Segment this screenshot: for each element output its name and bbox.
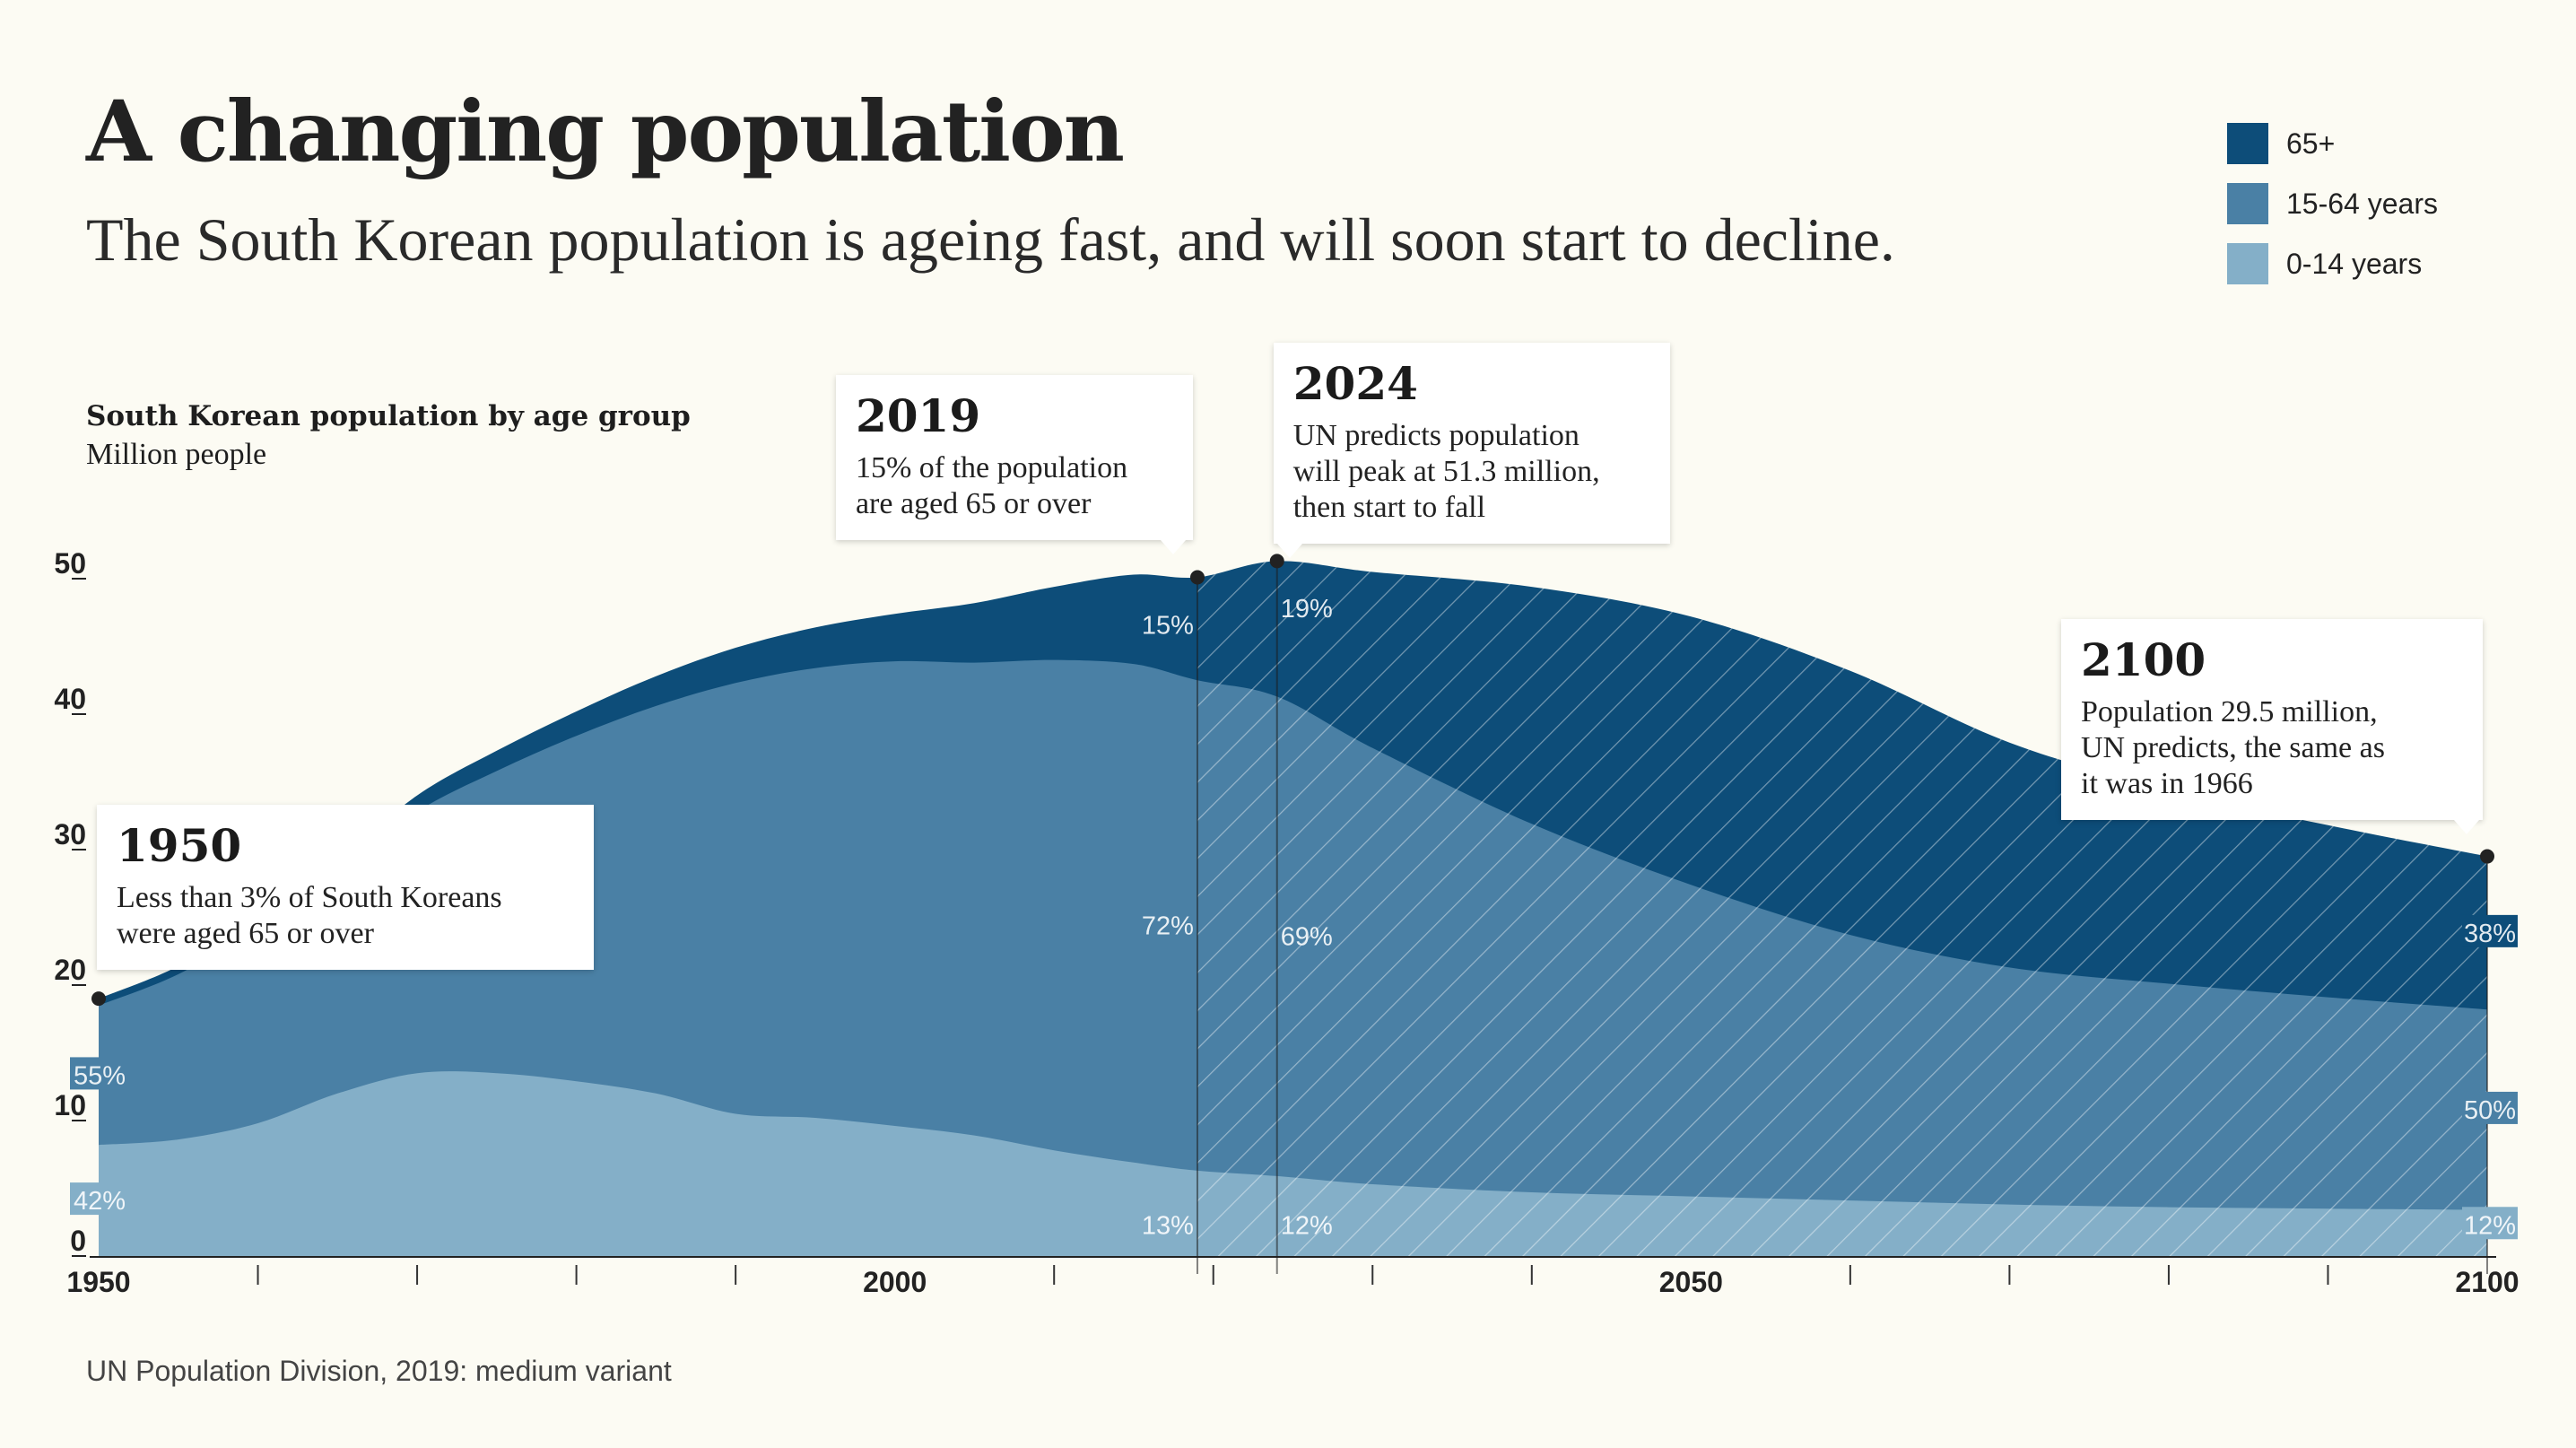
marker-dot-1950 [91, 991, 106, 1007]
share-label-bg-1950-15-64-years [70, 1057, 126, 1090]
x-tick-label-2050: 2050 [1659, 1266, 1723, 1298]
share-label-bg-2100-0-14-years [2462, 1207, 2518, 1240]
page-subtitle: The South Korean population is ageing fa… [86, 205, 1895, 274]
callout-1950: 1950 Less than 3% of South Koreans were … [97, 805, 594, 970]
callout-2019: 2019 15% of the population are aged 65 o… [835, 375, 1193, 554]
legend-item-0-14: 0-14 years [2227, 242, 2438, 285]
callout-2024-pointer [1276, 544, 1302, 558]
y-tick-label-50: 50 [54, 547, 86, 580]
y-tick-label-30: 30 [54, 818, 86, 850]
callout-2019-pointer [1160, 540, 1186, 554]
legend-swatch-0-14 [2227, 243, 2268, 284]
callout-2024-year: 2024 [1292, 357, 1418, 410]
share-label-2019-65-: 15% [1142, 611, 1194, 640]
legend: 65+ 15-64 years 0-14 years [2227, 122, 2438, 302]
marker-dot-2100 [2480, 849, 2494, 864]
y-tick-label-0: 0 [70, 1225, 86, 1257]
legend-label-65plus: 65+ [2286, 126, 2336, 160]
share-label-2019-15-64-years: 72% [1142, 912, 1194, 941]
y-tick-label-40: 40 [54, 683, 86, 715]
share-label-1950-15-64-years: 55% [74, 1061, 126, 1090]
share-label-1950-0-14-years: 42% [74, 1187, 126, 1216]
legend-swatch-65plus [2227, 123, 2268, 164]
share-label-bg-1950-0-14-years [70, 1182, 126, 1216]
callout-1950-text: Less than 3% of South Koreans were aged … [117, 881, 502, 950]
chart-unit-label: Million people [86, 438, 267, 471]
share-label-2024-65-: 19% [1281, 595, 1333, 624]
share-label-2019-0-14-years: 13% [1142, 1211, 1194, 1240]
callout-2019-text: 15% of the population are aged 65 or ove… [855, 451, 1128, 520]
callout-2019-year: 2019 [855, 389, 981, 442]
legend-label-0-14: 0-14 years [2286, 247, 2423, 280]
callout-2100-text: Population 29.5 million, UN predicts, th… [2081, 695, 2385, 800]
x-tick-label-2000: 2000 [863, 1266, 927, 1298]
share-label-bg-2100-15-64-years [2462, 1091, 2518, 1124]
callout-2024: 2024 UN predicts population will peak at… [1273, 343, 1670, 558]
callout-2024-text: UN predicts population will peak at 51.3… [1292, 419, 1600, 524]
share-label-bg-2100-65- [2462, 914, 2518, 947]
y-tick-label-20: 20 [54, 954, 86, 986]
share-label-2100-15-64-years: 50% [2464, 1096, 2516, 1125]
legend-item-65plus: 65+ [2227, 122, 2438, 165]
legend-label-15-64: 15-64 years [2286, 187, 2438, 220]
source-note: UN Population Division, 2019: medium var… [86, 1355, 672, 1387]
legend-item-15-64: 15-64 years [2227, 182, 2438, 225]
legend-swatch-15-64 [2227, 183, 2268, 224]
page-title: A changing population [86, 83, 1125, 181]
share-label-2024-0-14-years: 12% [1281, 1211, 1333, 1240]
x-tick-label-1950: 1950 [66, 1266, 130, 1298]
x-tick-label-2100: 2100 [2455, 1266, 2519, 1298]
share-label-2100-65-: 38% [2464, 920, 2516, 948]
callout-2100-year: 2100 [2081, 633, 2206, 686]
y-tick-label-10: 10 [54, 1089, 86, 1121]
chart-title: South Korean population by age group [86, 400, 691, 432]
marker-dot-2019 [1189, 570, 1205, 585]
share-label-2100-0-14-years: 12% [2464, 1211, 2516, 1240]
callout-2100-pointer [2454, 820, 2479, 834]
callout-1950-year: 1950 [117, 819, 242, 872]
callout-2100: 2100 Population 29.5 million, UN predict… [2061, 619, 2483, 834]
share-label-2024-15-64-years: 69% [1281, 923, 1333, 952]
